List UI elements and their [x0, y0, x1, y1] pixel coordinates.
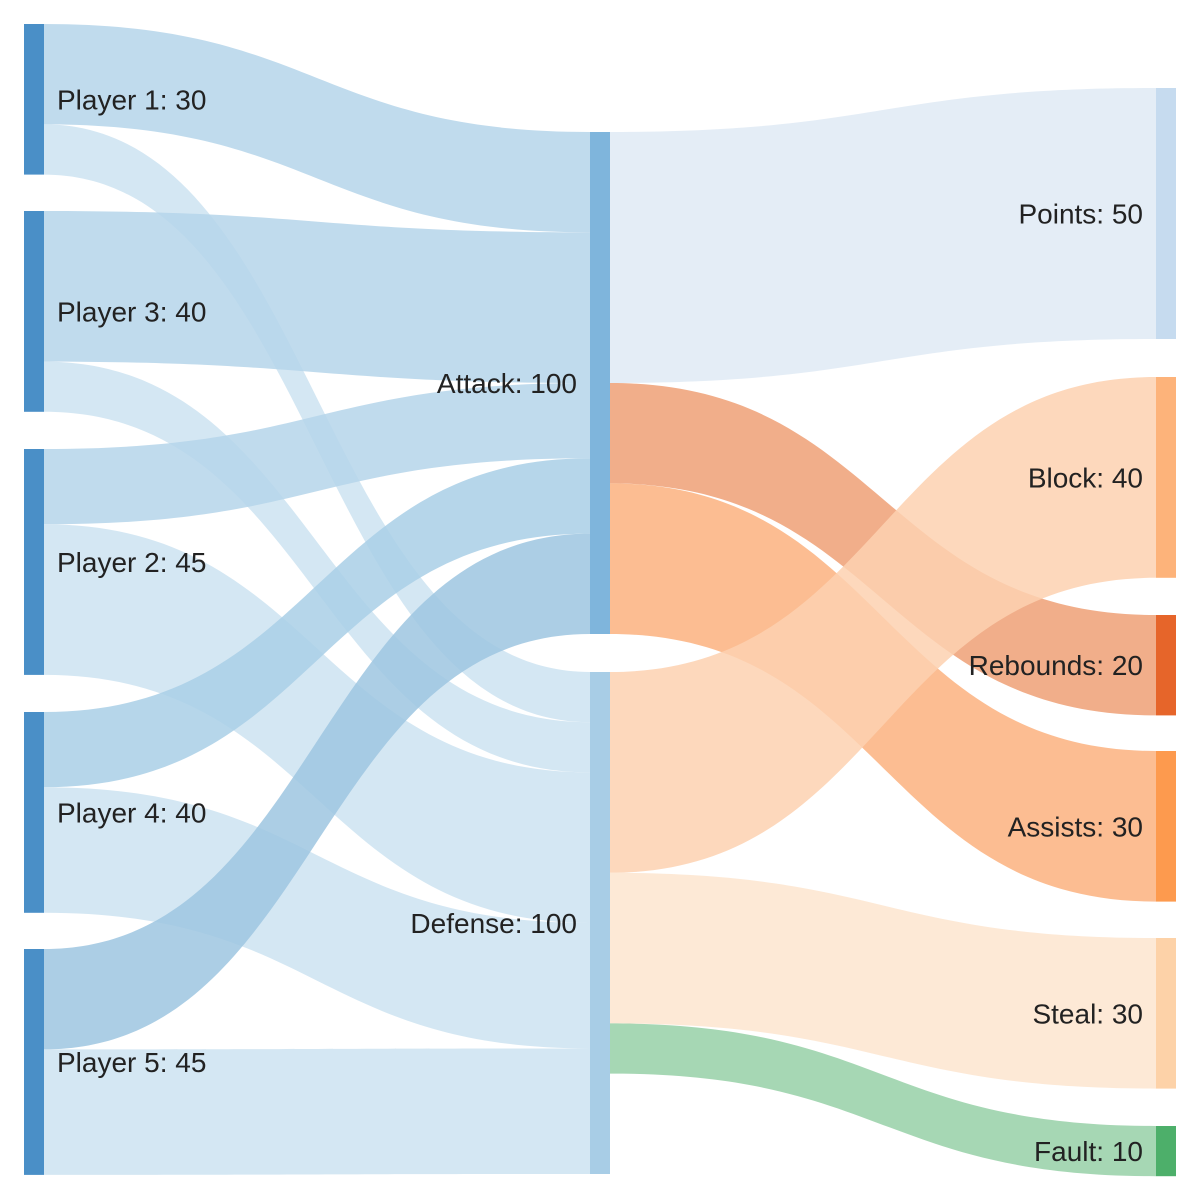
link-p1-to-attack: [44, 24, 590, 233]
node-label-attack: Attack: 100: [437, 368, 577, 399]
links-layer: [44, 24, 1156, 1177]
node-p5: [24, 949, 44, 1175]
link-p4-to-defense: [44, 787, 590, 1049]
node-label-p5: Player 5: 45: [57, 1047, 206, 1078]
link-p3-to-defense: [44, 361, 590, 773]
node-label-fault: Fault: 10: [1034, 1136, 1143, 1167]
node-label-block: Block: 40: [1028, 462, 1143, 493]
link-attack-to-points: [610, 88, 1156, 383]
link-p5-to-attack: [44, 533, 590, 1050]
nodes-layer: [24, 24, 1176, 1177]
node-label-p1: Player 1: 30: [57, 84, 206, 115]
node-label-p3: Player 3: 40: [57, 296, 206, 327]
link-p4-to-attack: [44, 458, 590, 788]
link-p2-to-defense: [44, 524, 590, 923]
labels-layer: Player 1: 30 Player 3: 40 Player 2: 45 Play…: [57, 84, 1143, 1167]
link-p2-to-attack: [44, 383, 590, 525]
node-label-p2: Player 2: 45: [57, 547, 206, 578]
node-defense: [590, 672, 610, 1174]
node-label-p4: Player 4: 40: [57, 797, 206, 828]
link-p5-to-defense: [44, 1048, 590, 1175]
node-assists: [1156, 751, 1176, 902]
node-p1: [24, 24, 44, 175]
node-block: [1156, 377, 1176, 578]
node-p4: [24, 712, 44, 913]
link-defense-to-block: [610, 377, 1156, 873]
node-label-points: Points: 50: [1018, 199, 1143, 230]
node-steal: [1156, 938, 1176, 1089]
node-label-defense: Defense: 100: [410, 908, 577, 939]
node-points: [1156, 88, 1176, 339]
node-label-assists: Assists: 30: [1008, 811, 1143, 842]
node-rebounds: [1156, 615, 1176, 716]
link-defense-to-steal: [610, 872, 1156, 1089]
node-p2: [24, 449, 44, 675]
link-defense-to-fault: [610, 1023, 1156, 1177]
node-fault: [1156, 1126, 1176, 1177]
node-label-steal: Steal: 30: [1032, 998, 1143, 1029]
link-p3-to-attack: [44, 211, 590, 383]
node-label-rebounds: Rebounds: 20: [969, 650, 1143, 681]
node-p3: [24, 211, 44, 412]
node-attack: [590, 132, 610, 634]
